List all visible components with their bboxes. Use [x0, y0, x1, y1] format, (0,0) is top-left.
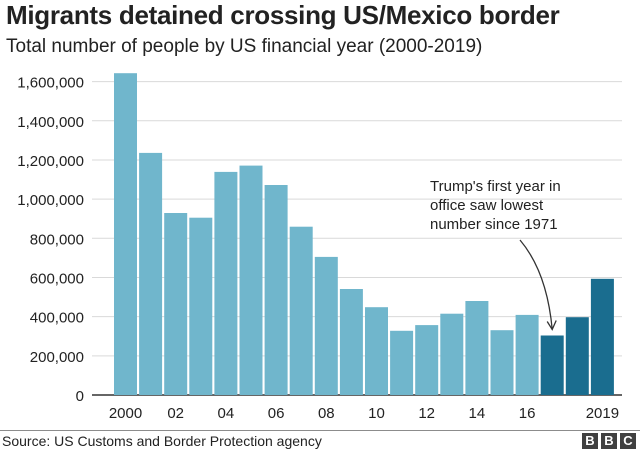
- x-tick-label: 2019: [586, 405, 619, 422]
- annotation-text: Trump's first year in: [430, 178, 561, 195]
- bar: [339, 289, 363, 395]
- x-tick-label: 06: [268, 405, 285, 422]
- bar: [239, 165, 263, 395]
- x-tick-label: 16: [519, 405, 536, 422]
- x-tick-label: 10: [368, 405, 385, 422]
- bar: [565, 317, 589, 395]
- source-note: Source: US Customs and Border Protection…: [2, 433, 322, 449]
- bar: [114, 73, 137, 395]
- x-tick-label: 08: [318, 405, 335, 422]
- annotation: Trump's first year in office saw lowest nu…: [430, 178, 561, 331]
- y-tick-label: 1,000,000: [17, 192, 84, 209]
- bar: [465, 301, 489, 395]
- x-axis-ticks: 2000 02 04 06 08 10 12 14 16 2019: [109, 405, 619, 422]
- bars: [114, 73, 614, 395]
- x-tick-label: 04: [218, 405, 235, 422]
- bar: [540, 335, 564, 395]
- bbc-logo: B B C: [582, 433, 636, 449]
- y-tick-label: 1,200,000: [17, 153, 84, 170]
- arrow-head: [546, 320, 557, 331]
- y-tick-label: 0: [76, 388, 84, 405]
- annotation-arrow: [519, 239, 553, 330]
- y-tick-label: 200,000: [30, 349, 84, 366]
- bar: [189, 217, 213, 395]
- y-tick-label: 800,000: [30, 231, 84, 248]
- y-tick-label: 600,000: [30, 270, 84, 287]
- bar: [440, 313, 464, 395]
- bar: [164, 213, 188, 395]
- bar: [365, 307, 388, 395]
- annotation-text: office saw lowest: [430, 197, 544, 214]
- y-tick-label: 1,600,000: [17, 75, 84, 92]
- bar: [590, 278, 614, 395]
- chart-title: Migrants detained crossing US/Mexico bor…: [6, 0, 560, 30]
- bar: [490, 330, 514, 395]
- logo-letter: B: [601, 433, 617, 449]
- bar: [314, 256, 338, 395]
- bar: [415, 325, 439, 395]
- y-tick-label: 1,400,000: [17, 114, 84, 131]
- y-axis-ticks: 0 200,000 400,000 600,000 800,000 1,000,000 1,…: [17, 75, 84, 405]
- bar-chart: 0 200,000 400,000 600,000 800,000 1,000,000 1,…: [17, 73, 622, 422]
- y-tick-label: 400,000: [30, 310, 84, 327]
- logo-letter: C: [620, 433, 636, 449]
- x-tick-label: 02: [167, 405, 184, 422]
- bar: [139, 152, 163, 395]
- x-tick-label: 12: [418, 405, 435, 422]
- chart-subtitle: Total number of people by US financial y…: [6, 36, 483, 57]
- bar: [390, 330, 414, 395]
- annotation-text: number since 1971: [430, 216, 558, 233]
- bar: [289, 226, 313, 395]
- x-tick-label: 2000: [109, 405, 142, 422]
- bar: [214, 171, 238, 395]
- x-tick-label: 14: [469, 405, 486, 422]
- bar: [264, 185, 288, 395]
- footer-divider: [0, 430, 640, 431]
- logo-letter: B: [582, 433, 598, 449]
- bar: [515, 314, 539, 395]
